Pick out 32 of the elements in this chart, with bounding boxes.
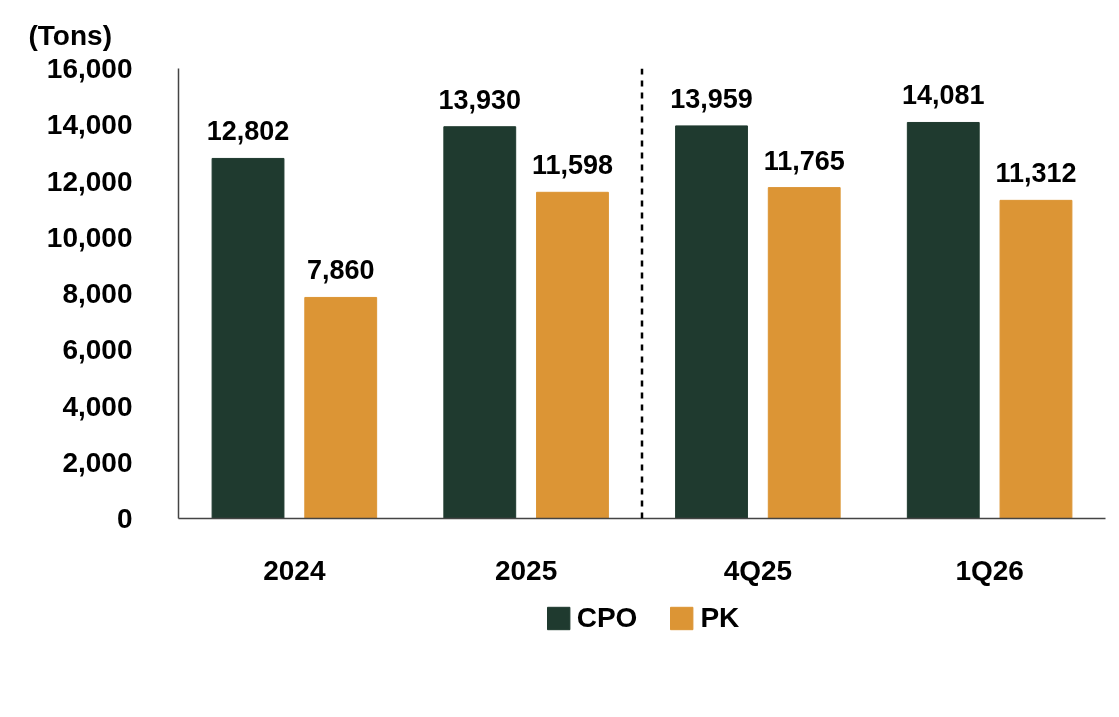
bar — [443, 126, 517, 519]
bar — [304, 296, 378, 519]
y-axis-title: (Tons) — [28, 20, 112, 51]
y-tick-label: 4,000 — [62, 390, 133, 422]
data-label: 11,312 — [995, 158, 1077, 189]
bar — [906, 121, 980, 519]
x-tick-label: 4Q25 — [723, 554, 793, 586]
y-tick-label: 8,000 — [62, 278, 133, 309]
data-label: 7,860 — [306, 255, 375, 286]
data-label: 12,802 — [206, 116, 290, 147]
legend-label: PK — [700, 602, 740, 634]
bar — [211, 157, 285, 519]
bar — [675, 125, 748, 519]
x-tick-label: 2024 — [263, 554, 326, 586]
x-tick-label: 2025 — [494, 554, 558, 586]
data-label: 14,081 — [901, 80, 985, 111]
data-label: 13,959 — [670, 83, 753, 114]
x-tick-label: 1Q26 — [955, 554, 1024, 586]
y-tick-label: 10,000 — [46, 221, 133, 253]
y-tick-label: 6,000 — [62, 334, 133, 366]
data-label: 13,930 — [438, 84, 522, 115]
bar — [536, 191, 609, 519]
y-tick-label: 0 — [116, 503, 133, 534]
data-label: 11,765 — [763, 145, 845, 176]
bar — [767, 187, 841, 519]
y-tick-label: 16,000 — [46, 53, 133, 84]
data-label: 11,598 — [531, 150, 614, 181]
y-tick-label: 14,000 — [46, 109, 133, 141]
legend-label: CPO — [576, 602, 638, 634]
y-tick-label: 12,000 — [46, 165, 133, 197]
y-tick-label: 2,000 — [62, 446, 133, 478]
bar — [999, 199, 1073, 519]
